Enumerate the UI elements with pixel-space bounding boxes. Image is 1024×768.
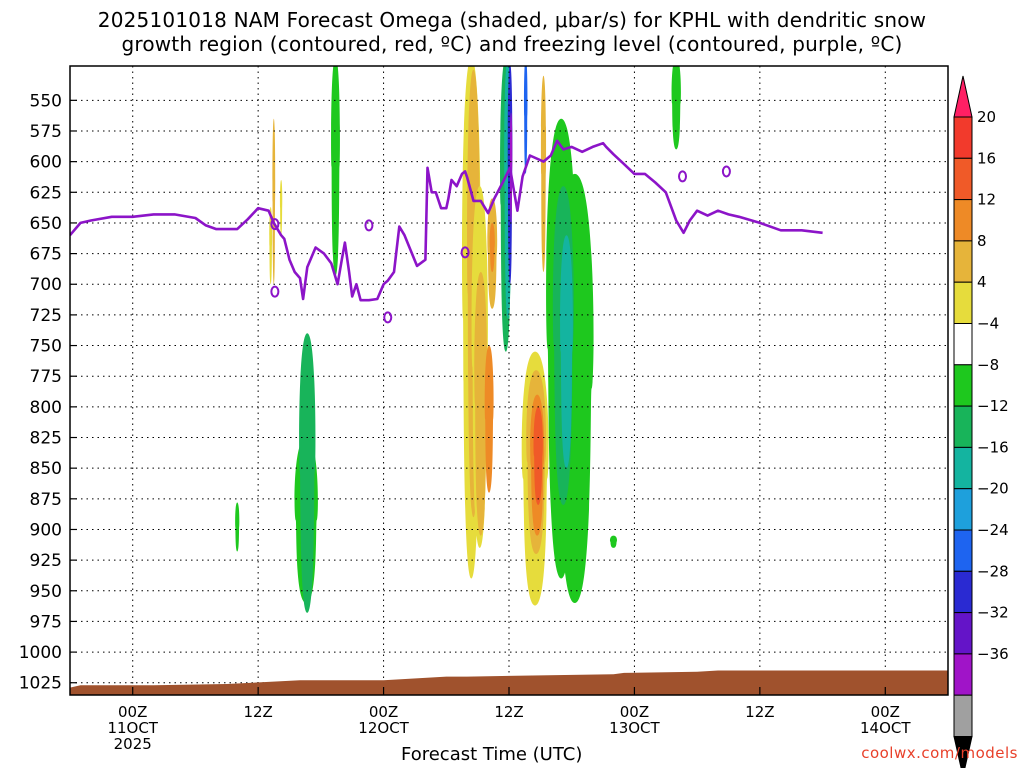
y-tick-label-14: 900 — [30, 520, 62, 540]
colorbar-bin-1 — [953, 116, 973, 159]
x-tick-label-4-1: 13OCT — [609, 719, 660, 737]
omega-region-14 — [489, 222, 495, 272]
grid — [70, 66, 948, 695]
y-tick-label-2: 600 — [30, 153, 62, 173]
omega-region-23 — [533, 406, 543, 505]
colorbar-bin-5 — [953, 281, 973, 325]
y-tick-label-18: 1000 — [19, 643, 62, 663]
colorbar-bin-11 — [953, 529, 973, 572]
y-tick-label-4: 650 — [30, 214, 62, 234]
colorbar-bin-14 — [953, 653, 973, 696]
y-tick-label-17: 975 — [30, 612, 62, 632]
x-tick-label-4-0: 00Z — [620, 703, 649, 721]
omega-region-11 — [474, 271, 488, 536]
colorbar-tick-label-7: −12 — [977, 397, 1009, 415]
colorbar-bin-7 — [953, 364, 973, 407]
y-tick-label-16: 950 — [30, 582, 62, 602]
x-tick-label-6-0: 00Z — [871, 703, 900, 721]
omega-region-6 — [303, 357, 314, 564]
freezing-level-loop-1 — [270, 285, 280, 298]
colorbar-tick-label-0: 20 — [977, 108, 996, 126]
y-tick-label-6: 700 — [30, 275, 62, 295]
colorbar-tick-label-10: −24 — [977, 521, 1009, 539]
colorbar-bin-4 — [953, 240, 973, 283]
colorbar-top-arrow — [953, 75, 973, 118]
y-tick-label-9: 775 — [30, 367, 62, 387]
chart-title-line-1: 2025101018 NAM Forecast Omega (shaded, μ… — [97, 8, 927, 32]
x-tick-label-2-0: 00Z — [369, 703, 398, 721]
colorbar-bin-8 — [953, 405, 973, 448]
x-tick-label-0-2: 2025 — [114, 735, 152, 753]
colorbar-tick-label-4: 4 — [977, 273, 987, 291]
y-tick-label-10: 800 — [30, 398, 62, 418]
ground-surface — [70, 670, 948, 695]
colorbar-tick-label-8: −16 — [977, 438, 1009, 456]
y-tick-label-11: 825 — [30, 429, 62, 449]
freezing-level-loop-6 — [721, 165, 731, 178]
colorbar-bin-12 — [953, 570, 973, 614]
credit-text: coolwx.com/models — [861, 744, 1018, 762]
omega-region-28 — [560, 235, 573, 469]
colorbar-tick-label-2: 12 — [977, 191, 996, 209]
x-tick-label-1-0: 12Z — [243, 703, 272, 721]
freezing-level-loop-3 — [383, 311, 393, 324]
x-tick-label-5-0: 12Z — [745, 703, 774, 721]
colorbar-tick-label-12: −32 — [977, 604, 1009, 622]
omega-region-19 — [523, 66, 528, 174]
colorbar-bin-6 — [953, 323, 973, 366]
ground-area — [70, 670, 948, 695]
y-tick-label-13: 875 — [30, 490, 62, 510]
colorbar-bin-3 — [953, 199, 973, 242]
colorbar-tick-label-9: −20 — [977, 480, 1009, 498]
omega-region-30 — [671, 66, 681, 150]
omega-region-24 — [540, 75, 547, 272]
freezing-level-loop-4 — [460, 246, 470, 259]
omega-region-3 — [235, 502, 240, 552]
y-tick-label-5: 675 — [30, 245, 62, 265]
colorbar-bin-2 — [953, 157, 973, 201]
colorbar-bin-9 — [953, 446, 973, 490]
colorbar: 20 16 12 8 4 −4 −8 −12 −16 −20 −24 −28 −32 −36 — [953, 75, 1009, 768]
x-tick-label-6-1: 14OCT — [860, 719, 911, 737]
colorbar-tick-label-5: −4 — [977, 315, 999, 333]
x-tick-label-0-1: 11OCT — [107, 719, 158, 737]
freezing-level-loop-0 — [270, 218, 280, 231]
colorbar-bin-15 — [953, 694, 973, 738]
y-tick-label-15: 925 — [30, 551, 62, 571]
omega-region-29 — [610, 535, 618, 548]
y-tick-label-0: 550 — [30, 91, 62, 111]
omega-region-2 — [279, 180, 283, 236]
x-tick-label-0-0: 00Z — [118, 703, 147, 721]
colorbar-tick-label-13: −36 — [977, 645, 1009, 663]
omega-region-1 — [272, 118, 276, 285]
chart-title: 2025101018 NAM Forecast Omega (shaded, μ… — [0, 8, 1024, 56]
freezing-level-line — [70, 139, 823, 302]
y-tick-label-3: 625 — [30, 183, 62, 203]
y-tick-label-19: 1025 — [19, 674, 62, 694]
x-axis-label: Forecast Time (UTC) — [401, 744, 583, 765]
y-tick-label-8: 750 — [30, 337, 62, 357]
colorbar-bottom-arrow — [953, 736, 973, 768]
colorbar-bin-13 — [953, 612, 973, 655]
freezing-level-loop-5 — [678, 170, 688, 183]
x-tick-label-2-1: 12OCT — [358, 719, 409, 737]
chart-title-line-2: growth region (contoured, red, ºC) and f… — [121, 32, 903, 56]
freezing-level-contour — [70, 139, 823, 324]
colorbar-bin-10 — [953, 488, 973, 531]
colorbar-tick-label-1: 16 — [977, 149, 996, 167]
y-tick-label-12: 850 — [30, 459, 62, 479]
colorbar-tick-label-6: −8 — [977, 356, 999, 374]
omega-region-12 — [484, 345, 494, 493]
omega-shading — [235, 66, 681, 613]
y-tick-label-7: 725 — [30, 306, 62, 326]
colorbar-tick-label-11: −28 — [977, 562, 1009, 580]
colorbar-tick-label-3: 8 — [977, 232, 987, 250]
freezing-level-loop-2 — [364, 219, 374, 232]
y-axis: 550 575 600 625 650 675 700 725 750 775 800 825 850 8… — [19, 91, 77, 694]
omega-region-7 — [331, 66, 340, 276]
y-tick-label-1: 575 — [30, 122, 62, 142]
x-tick-label-3-0: 12Z — [494, 703, 523, 721]
